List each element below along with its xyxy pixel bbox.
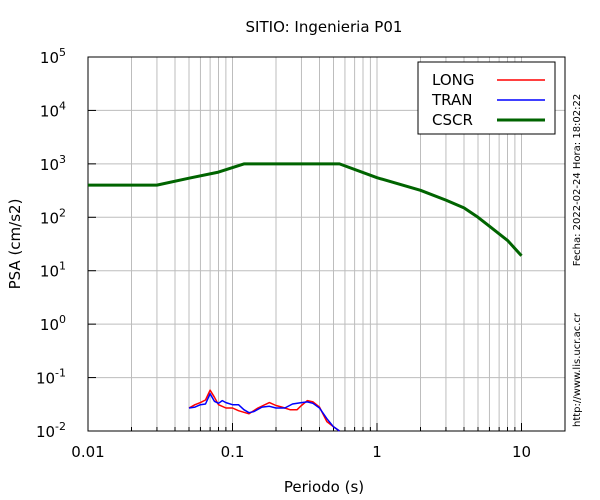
plot-frame — [87, 56, 566, 432]
axis-ticks — [87, 56, 566, 432]
series-tran-line — [188, 392, 340, 432]
x-tick-label: 1 — [372, 443, 382, 461]
y-axis-label: PSA (cm/s2) — [6, 199, 24, 290]
website-label: http://www.lis.ucr.ac.cr — [572, 312, 583, 427]
y-tick-label: 100 — [40, 313, 66, 334]
chart-title: SITIO: Ingenieria P01 — [246, 18, 403, 36]
y-tick-label: 103 — [40, 153, 66, 174]
y-tick-label: 104 — [40, 99, 66, 120]
legend-label-long: LONG — [432, 71, 474, 89]
grid — [87, 56, 566, 432]
x-tick-label: 0.01 — [71, 443, 104, 461]
series-long-line — [188, 389, 340, 432]
y-tick-label: 105 — [40, 46, 66, 67]
x-axis-label: Periodo (s) — [284, 478, 364, 496]
y-tick-label: 101 — [40, 260, 66, 281]
legend-box — [417, 61, 556, 135]
series-cscr-line — [88, 162, 523, 257]
series-lines — [88, 162, 523, 432]
x-tick-label: 10 — [512, 443, 531, 461]
timestamp-label: Fecha: 2022-02-24 Hora: 18:02:22 — [572, 94, 583, 267]
y-tick-label: 10-2 — [36, 420, 66, 441]
y-tick-label: 10-1 — [36, 367, 66, 388]
y-tick-label: 102 — [40, 206, 66, 227]
tick-labels: 0.01 0.1 1 10 10-2 10-1 100 101 102 103 104 105 — [36, 46, 531, 461]
x-tick-label: 0.1 — [221, 443, 245, 461]
legend: LONG TRAN CSCR — [417, 61, 556, 135]
legend-label-tran: TRAN — [431, 91, 472, 109]
legend-label-cscr: CSCR — [432, 111, 473, 129]
